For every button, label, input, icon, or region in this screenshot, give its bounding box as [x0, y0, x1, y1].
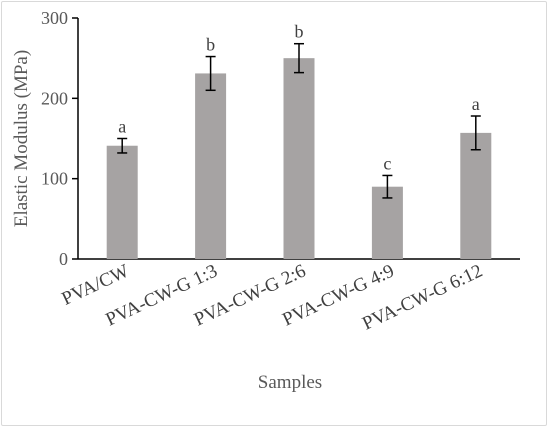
y-tick-label-0: 0 [59, 249, 68, 269]
bar-0 [106, 145, 138, 259]
significance-label-0: a [118, 117, 126, 137]
significance-label-4: a [472, 94, 480, 114]
y-tick-label-3: 300 [41, 8, 68, 28]
significance-label-2: b [295, 22, 304, 42]
y-axis-title: Elastic Modulus (MPa) [11, 50, 32, 227]
significance-label-3: c [383, 153, 391, 173]
bar-3 [371, 186, 403, 259]
bar-4 [460, 132, 492, 259]
y-tick-label-1: 100 [41, 169, 68, 189]
significance-label-1: b [206, 35, 215, 55]
x-axis-title: Samples [258, 372, 322, 393]
bar-2 [283, 58, 315, 259]
bar-1 [195, 73, 227, 260]
y-tick-label-2: 200 [41, 88, 68, 108]
